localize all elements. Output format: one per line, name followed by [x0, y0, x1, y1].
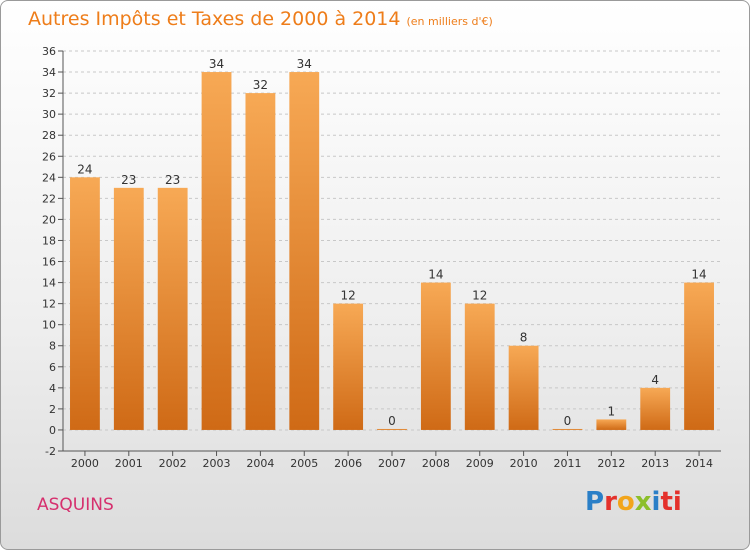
data-label: 0 [564, 414, 572, 428]
x-tick-label: 2012 [597, 457, 625, 470]
proxiti-logo: Proxiti [585, 487, 682, 517]
logo-letter: i [651, 487, 661, 517]
logo-letter: P [585, 487, 605, 517]
y-tick-label: 2 [49, 403, 56, 416]
bar [289, 72, 320, 430]
y-tick-label: 28 [42, 129, 56, 142]
x-tick-label: 2002 [159, 457, 187, 470]
y-tick-label: 32 [42, 87, 56, 100]
data-label: 4 [651, 373, 659, 387]
logo-letter: ti [660, 487, 682, 517]
y-tick-label: 22 [42, 192, 56, 205]
y-tick-label: 16 [42, 256, 56, 269]
bar [640, 387, 671, 430]
data-label: 0 [388, 414, 396, 428]
commune-name: ASQUINS [37, 495, 114, 515]
logo-letter: r [604, 487, 617, 517]
data-label: 12 [472, 289, 487, 303]
bar [464, 303, 495, 430]
y-tick-label: 20 [42, 213, 56, 226]
y-tick-label: 26 [42, 150, 56, 163]
x-tick-label: 2013 [641, 457, 669, 470]
data-label: 14 [691, 268, 706, 282]
y-tick-label: 10 [42, 319, 56, 332]
bar [552, 428, 583, 430]
x-tick-label: 2006 [334, 457, 362, 470]
data-label: 34 [297, 57, 312, 71]
bar [201, 72, 232, 430]
bar [508, 345, 539, 430]
y-tick-label: 14 [42, 277, 56, 290]
x-tick-label: 2000 [71, 457, 99, 470]
bar [333, 303, 364, 430]
x-tick-label: 2007 [378, 457, 406, 470]
x-tick-label: 2014 [685, 457, 713, 470]
x-tick-label: 2004 [246, 457, 274, 470]
bar [420, 282, 451, 430]
bar [245, 93, 276, 430]
title-text: Autres Impôts et Taxes de 2000 à 2014 [28, 8, 401, 30]
x-tick-label: 2010 [510, 457, 538, 470]
data-label: 1 [608, 404, 616, 418]
data-label: 12 [340, 289, 355, 303]
logo-letter: x [634, 487, 652, 517]
y-tick-label: -2 [45, 445, 56, 458]
y-tick-label: 24 [42, 171, 56, 184]
logo-letter: o [616, 487, 635, 517]
y-tick-label: 30 [42, 108, 56, 121]
y-tick-label: 34 [42, 66, 56, 79]
title-unit: (en milliers d'€) [406, 15, 493, 28]
data-label: 32 [253, 78, 268, 92]
bar [70, 177, 100, 430]
data-label: 24 [77, 162, 92, 176]
x-tick-label: 2005 [290, 457, 318, 470]
data-label: 8 [520, 331, 528, 345]
data-label: 14 [428, 268, 443, 282]
y-tick-label: 12 [42, 298, 56, 311]
y-tick-label: 36 [42, 45, 56, 58]
bar [377, 428, 407, 430]
data-label: 34 [209, 57, 224, 71]
y-tick-label: 8 [49, 340, 56, 353]
x-tick-label: 2008 [422, 457, 450, 470]
chart-title: Autres Impôts et Taxes de 2000 à 2014 (en… [28, 8, 493, 30]
x-tick-label: 2003 [203, 457, 231, 470]
data-label: 23 [121, 173, 136, 187]
bar [596, 419, 627, 430]
data-label: 23 [165, 173, 180, 187]
bar [157, 187, 188, 430]
bar [684, 282, 714, 430]
y-tick-label: 0 [49, 424, 56, 437]
y-tick-label: 6 [49, 361, 56, 374]
x-tick-label: 2001 [115, 457, 143, 470]
x-tick-label: 2011 [553, 457, 581, 470]
y-tick-label: 4 [49, 382, 56, 395]
y-tick-label: 18 [42, 234, 56, 247]
bar [113, 187, 144, 430]
x-tick-label: 2009 [466, 457, 494, 470]
